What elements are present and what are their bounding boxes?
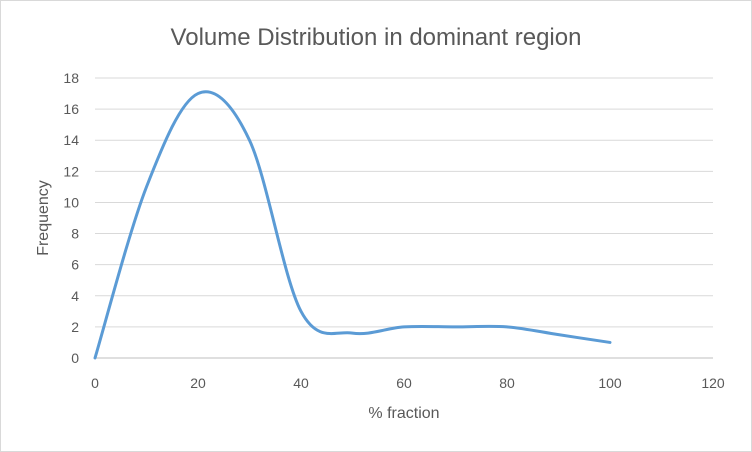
- y-tick-label: 4: [71, 288, 79, 304]
- x-tick-label: 120: [701, 375, 725, 391]
- y-tick-label: 14: [63, 132, 79, 148]
- gridlines: [95, 77, 713, 328]
- x-tick-label: 0: [91, 375, 99, 391]
- y-tick-label: 2: [71, 319, 79, 335]
- x-tick-label: 100: [598, 375, 622, 391]
- x-tick-label: 20: [190, 375, 206, 391]
- x-tick-label: 60: [396, 375, 412, 391]
- y-tick-label: 18: [63, 70, 79, 86]
- y-tick-label: 6: [71, 257, 79, 273]
- y-tick-label: 10: [63, 194, 79, 210]
- y-tick-label: 12: [63, 163, 79, 179]
- tick-labels: 0 2 4 6 8 10 12 14 16 18 0 20 40 60 80 100 120: [63, 70, 724, 391]
- y-axis-label: Frequency: [35, 180, 52, 256]
- x-tick-label: 40: [293, 375, 309, 391]
- x-axis-label: % fraction: [368, 405, 439, 422]
- series-line-0: [93, 90, 612, 360]
- y-tick-label: 8: [71, 226, 79, 242]
- y-tick-label: 16: [63, 101, 79, 117]
- x-tick-label: 80: [499, 375, 515, 391]
- chart-title: Volume Distribution in dominant region: [171, 24, 582, 51]
- y-tick-label: 0: [71, 350, 79, 366]
- series-lines: [93, 90, 612, 360]
